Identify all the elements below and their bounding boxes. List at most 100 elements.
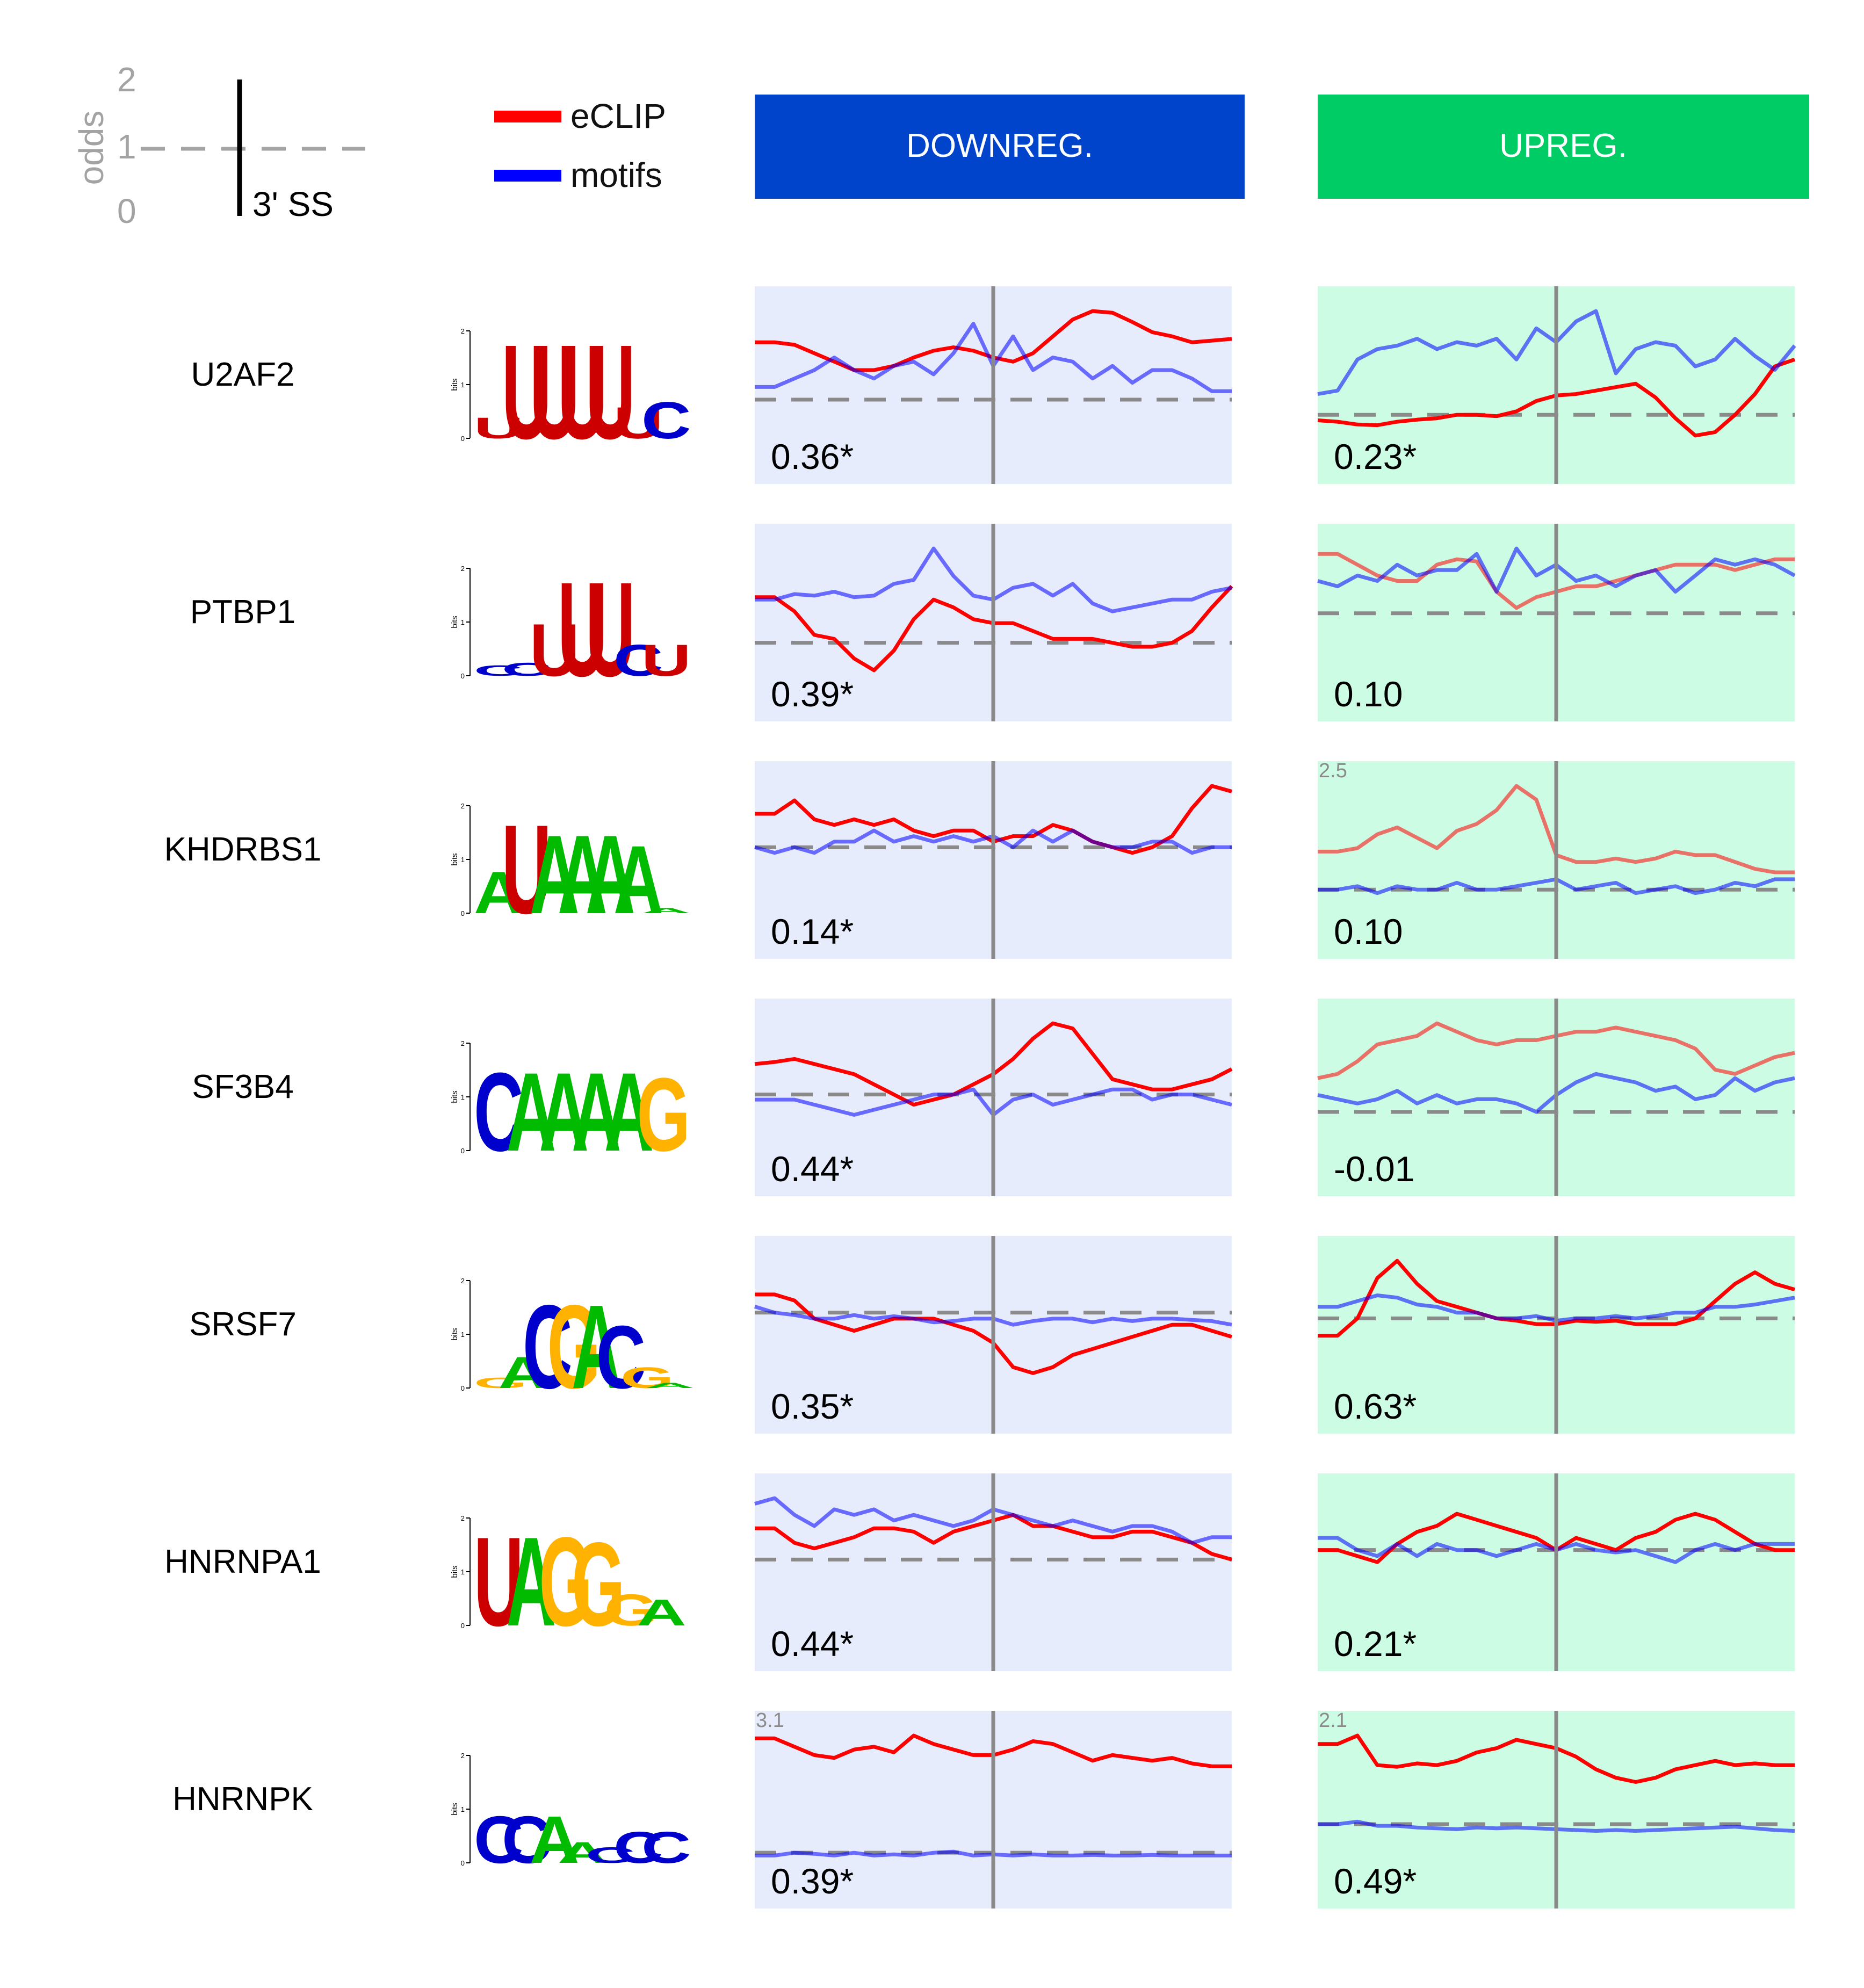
correlation-label: 0.49* xyxy=(1334,1861,1417,1901)
panel-hnrnpk-downreg: 3.1 0.39* xyxy=(755,1709,1232,1909)
logo-letter-u: U xyxy=(474,411,524,445)
logo-bits-label: bits xyxy=(450,1565,459,1578)
logo-letter-u: U xyxy=(641,635,691,685)
logo-bits-label: bits xyxy=(450,1803,459,1815)
logo-letter-a: A xyxy=(530,1802,580,1877)
logo-letter-a: A xyxy=(558,812,608,937)
logo-letter-c: C xyxy=(586,1843,635,1868)
logo-tick-label: 2 xyxy=(461,1514,465,1522)
key-ss-label: 3' SS xyxy=(252,185,334,223)
logo-letter-u: U xyxy=(586,317,635,467)
logo-letter-u: U xyxy=(530,317,580,467)
logo-letter-a: A xyxy=(572,1281,622,1413)
ymax-label: 3.1 xyxy=(756,1709,784,1732)
panel-khdrbs1-downreg: 0.14* xyxy=(754,761,1232,959)
logo-tick-label: 1 xyxy=(461,381,465,389)
panel-ptbp1-downreg: 0.39* xyxy=(755,524,1233,721)
panel-u2af2-downreg: 0.36* xyxy=(755,286,1232,484)
logo-tick-label: 2 xyxy=(461,565,465,573)
logo-letter-a: A xyxy=(641,907,691,915)
logo-tick-label: 2 xyxy=(461,1752,465,1760)
correlation-label: 0.39* xyxy=(771,674,854,714)
logo-tick-label: 0 xyxy=(461,909,465,917)
column-header-downreg: DOWNREG. xyxy=(755,95,1245,199)
logo-tick-label: 0 xyxy=(461,435,465,443)
correlation-label: 0.44* xyxy=(771,1149,854,1189)
logo-tick-label: 1 xyxy=(461,1331,465,1339)
logo-letter-c: C xyxy=(613,1822,663,1872)
rbp-name-hnrnpa1: HNRNPA1 xyxy=(164,1543,321,1580)
logo-bits-label: bits xyxy=(450,616,459,628)
logo-tick-label: 1 xyxy=(461,1093,465,1101)
logo-letter-g: G xyxy=(474,1375,528,1391)
correlation-label: 0.36* xyxy=(771,437,854,476)
panel-ptbp1-upreg: 0.10 xyxy=(1317,524,1796,721)
logo-tick-label: 0 xyxy=(461,1147,465,1155)
logo-letter-a: A xyxy=(604,1049,654,1175)
logo-letter-u: U xyxy=(502,317,552,467)
correlation-label: 0.14* xyxy=(771,912,854,951)
logo-letter-c: C xyxy=(502,1802,552,1877)
correlation-label: 0.10 xyxy=(1334,912,1403,951)
logo-bits-label: bits xyxy=(450,1090,459,1103)
correlation-label: -0.01 xyxy=(1334,1149,1414,1189)
logo-letter-c: C xyxy=(613,635,663,685)
key-tick-0: 0 xyxy=(117,192,136,230)
logo-letter-c: C xyxy=(596,1307,646,1407)
logo-tick-label: 0 xyxy=(461,1622,465,1630)
rbp-name-hnrnpk: HNRNPK xyxy=(172,1781,313,1818)
logo-letter-c: C xyxy=(641,392,691,450)
logo-letter-g: G xyxy=(539,1511,593,1652)
logo-tick-label: 0 xyxy=(461,1384,465,1392)
logo-letter-c: C xyxy=(474,1049,524,1175)
logo-letter-a: A xyxy=(507,1049,557,1175)
correlation-label: 0.35* xyxy=(771,1386,854,1426)
panel-srsf7-upreg: 0.63* xyxy=(1318,1236,1795,1434)
panel-hnrnpa1-downreg: 0.44* xyxy=(754,1473,1232,1671)
logo-letter-u: U xyxy=(474,1511,524,1652)
logo-bits-label: bits xyxy=(450,1328,459,1340)
logo-tick-label: 1 xyxy=(461,856,465,864)
logo-letter-g: G xyxy=(604,1585,658,1635)
logo-letter-g: G xyxy=(637,1056,690,1173)
logo-tick-label: 2 xyxy=(461,1277,465,1285)
panel-khdrbs1-upreg: 2.5 0.10 xyxy=(1318,760,1795,959)
logo-letter-a: A xyxy=(498,1347,548,1397)
column-header-upreg: UPREG. xyxy=(1318,95,1809,199)
logo-letter-u: U xyxy=(586,555,635,705)
ymax-label: 2.1 xyxy=(1319,1709,1347,1732)
logo-letter-a: A xyxy=(572,1049,622,1175)
logo-letter-c: C xyxy=(474,1802,524,1877)
ymax-label: 2.5 xyxy=(1319,760,1347,782)
logo-letter-a: A xyxy=(539,1049,589,1175)
logo-tick-label: 1 xyxy=(461,1568,465,1576)
logo-tick-label: 1 xyxy=(461,618,465,626)
legend: eCLIP motifs xyxy=(494,97,666,194)
correlation-label: 0.44* xyxy=(771,1624,854,1664)
rbp-name-sf3b4: SF3B4 xyxy=(192,1068,294,1105)
panel-sf3b4-downreg: 0.44* xyxy=(754,999,1233,1196)
correlation-label: 0.23* xyxy=(1334,437,1417,476)
logo-tick-label: 2 xyxy=(461,1039,465,1047)
header-label-downreg: DOWNREG. xyxy=(906,127,1093,164)
header-box-upreg xyxy=(1318,95,1809,199)
correlation-label: 0.63* xyxy=(1334,1386,1417,1426)
logo-letter-a: A xyxy=(558,1836,608,1869)
logo-letter-a: A xyxy=(613,826,663,934)
rbp-name-ptbp1: PTBP1 xyxy=(190,594,295,631)
logo-bits-label: bits xyxy=(450,378,459,391)
